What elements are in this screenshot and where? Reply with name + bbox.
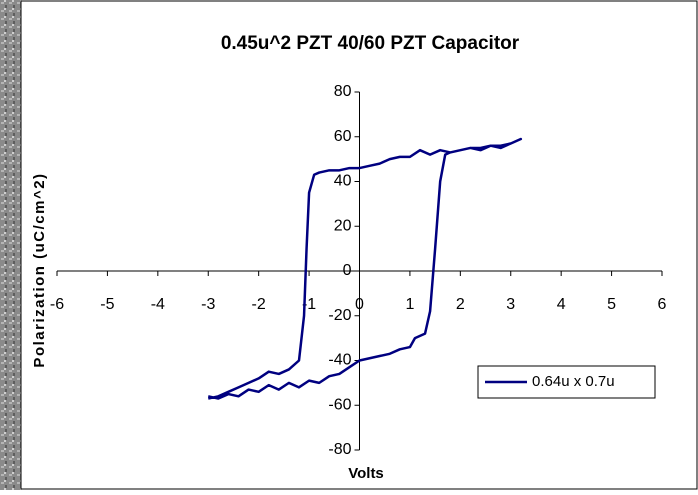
y-tick-label: 0 (343, 262, 352, 279)
x-tick-label: 0 (355, 296, 364, 313)
y-tick-label: 60 (334, 128, 352, 145)
legend-label: 0.64u x 0.7u (532, 373, 615, 390)
x-tick-label: 6 (658, 296, 667, 313)
chart-title: 0.45u^2 PZT 40/60 PZT Capacitor (221, 33, 520, 54)
background-strip (0, 0, 22, 490)
y-tick-label: -40 (328, 352, 351, 369)
y-tick-label: -80 (328, 441, 351, 458)
x-axis-label: Volts (348, 465, 384, 482)
y-tick-label: -60 (328, 396, 351, 413)
y-tick-label: 40 (334, 173, 352, 190)
x-tick-label: -2 (252, 296, 266, 313)
x-tick-label: 5 (607, 296, 616, 313)
x-tick-label: -5 (100, 296, 114, 313)
x-tick-label: 2 (456, 296, 465, 313)
page: {"chart_data": { "type": "line", "title"… (0, 0, 698, 490)
y-tick-label: 20 (334, 217, 352, 234)
y-axis-label: Polarization (uC/cm^2) (31, 172, 48, 367)
chart: 0.45u^2 PZT 40/60 PZT Capacitor Volts Po… (0, 0, 698, 490)
x-tick-label: -6 (50, 296, 64, 313)
y-tick-label: -20 (328, 307, 351, 324)
y-tick-label: 80 (334, 83, 352, 100)
x-tick-label: -4 (151, 296, 165, 313)
x-tick-label: 3 (506, 296, 515, 313)
x-tick-label: 1 (405, 296, 414, 313)
legend: 0.64u x 0.7u (478, 366, 655, 398)
x-tick-label: -3 (201, 296, 215, 313)
x-tick-label: 4 (557, 296, 566, 313)
